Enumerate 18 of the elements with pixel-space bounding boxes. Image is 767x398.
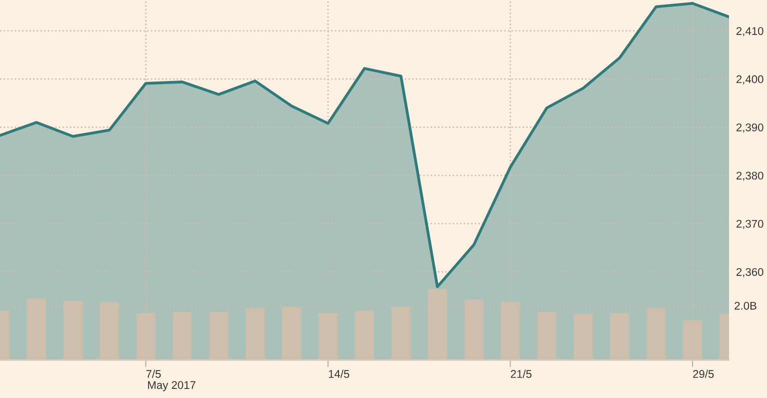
bar xyxy=(537,312,556,360)
bar xyxy=(209,312,228,360)
y-tick-label: 2,360 xyxy=(736,268,764,278)
text: May 2017 xyxy=(148,381,196,392)
bar xyxy=(574,314,593,360)
bar xyxy=(172,312,192,360)
bar xyxy=(355,310,374,360)
y-tick-label: 2,370 xyxy=(736,220,764,230)
x-tick-label: 29/5 xyxy=(693,370,714,378)
ref-line-label: 2.0B xyxy=(734,302,756,310)
y-tick-label: 2,380 xyxy=(736,172,764,181)
y-tick-label: 2,400 xyxy=(736,75,764,84)
y-tick-label: 2,390 xyxy=(736,123,764,133)
x-tick-label: 7/5 xyxy=(146,370,161,378)
y-tick-label: 2,410 xyxy=(736,27,764,36)
x-tick-label: 21/5 xyxy=(510,370,532,378)
x-tick-label: 14/5 xyxy=(328,370,350,378)
bar xyxy=(610,313,630,360)
